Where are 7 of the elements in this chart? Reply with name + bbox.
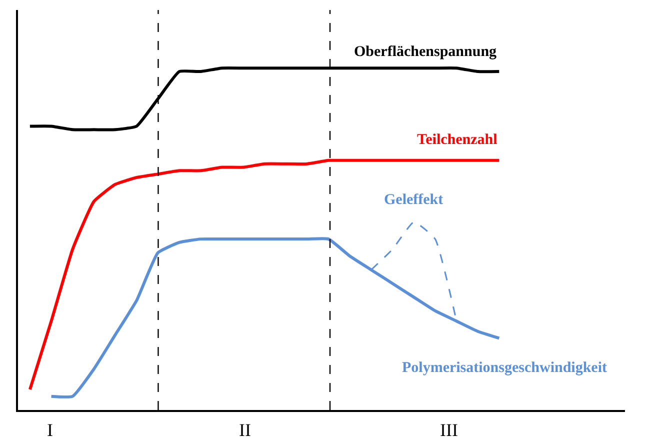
text: I bbox=[47, 420, 53, 440]
text: Polymerisationsgeschwindigkeit bbox=[402, 360, 607, 376]
text: II bbox=[239, 420, 251, 440]
text: III bbox=[440, 420, 458, 440]
series-label: Oberflächenspannung bbox=[354, 44, 498, 60]
series-label: Teilchenzahl bbox=[417, 132, 498, 148]
series-label: Geleffekt bbox=[384, 192, 444, 208]
